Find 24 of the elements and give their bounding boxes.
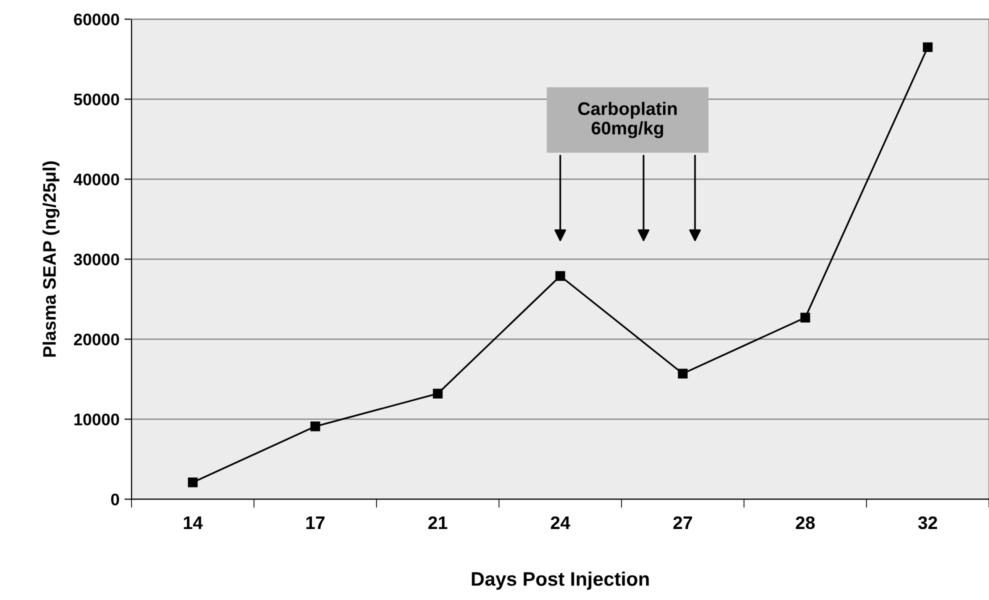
point (800, 312, 810, 322)
y-tick-label: 50000 (74, 94, 120, 106)
x-tick-label: 17 (306, 516, 325, 529)
y-axis-title: Plasma SEAP (ng/25μl) (42, 161, 60, 357)
point (432, 388, 443, 398)
x-tick-label: 27 (673, 516, 692, 529)
y-tick-label: 0 (111, 494, 120, 506)
point (678, 368, 688, 378)
x-axis-title: Days Post Injection (472, 572, 649, 590)
y-tick-label: 60000 (74, 14, 120, 26)
x-tick-label: 28 (796, 516, 815, 530)
point (310, 422, 320, 432)
point (188, 478, 198, 488)
point (922, 42, 933, 52)
y-tick-label: 10000 (74, 414, 120, 426)
y-tick-label: 20000 (74, 334, 120, 346)
x-tick-label: 21 (428, 516, 448, 529)
x-tick-label: 32 (918, 516, 938, 530)
y-tick-label: 40000 (74, 174, 120, 186)
y-tick-label: 30000 (74, 254, 120, 266)
x-tick-label: 14 (184, 516, 203, 529)
point (555, 271, 566, 281)
x-tick-label: 24 (550, 516, 570, 529)
annotation: Carboplatin 60mg/kg (578, 102, 677, 138)
